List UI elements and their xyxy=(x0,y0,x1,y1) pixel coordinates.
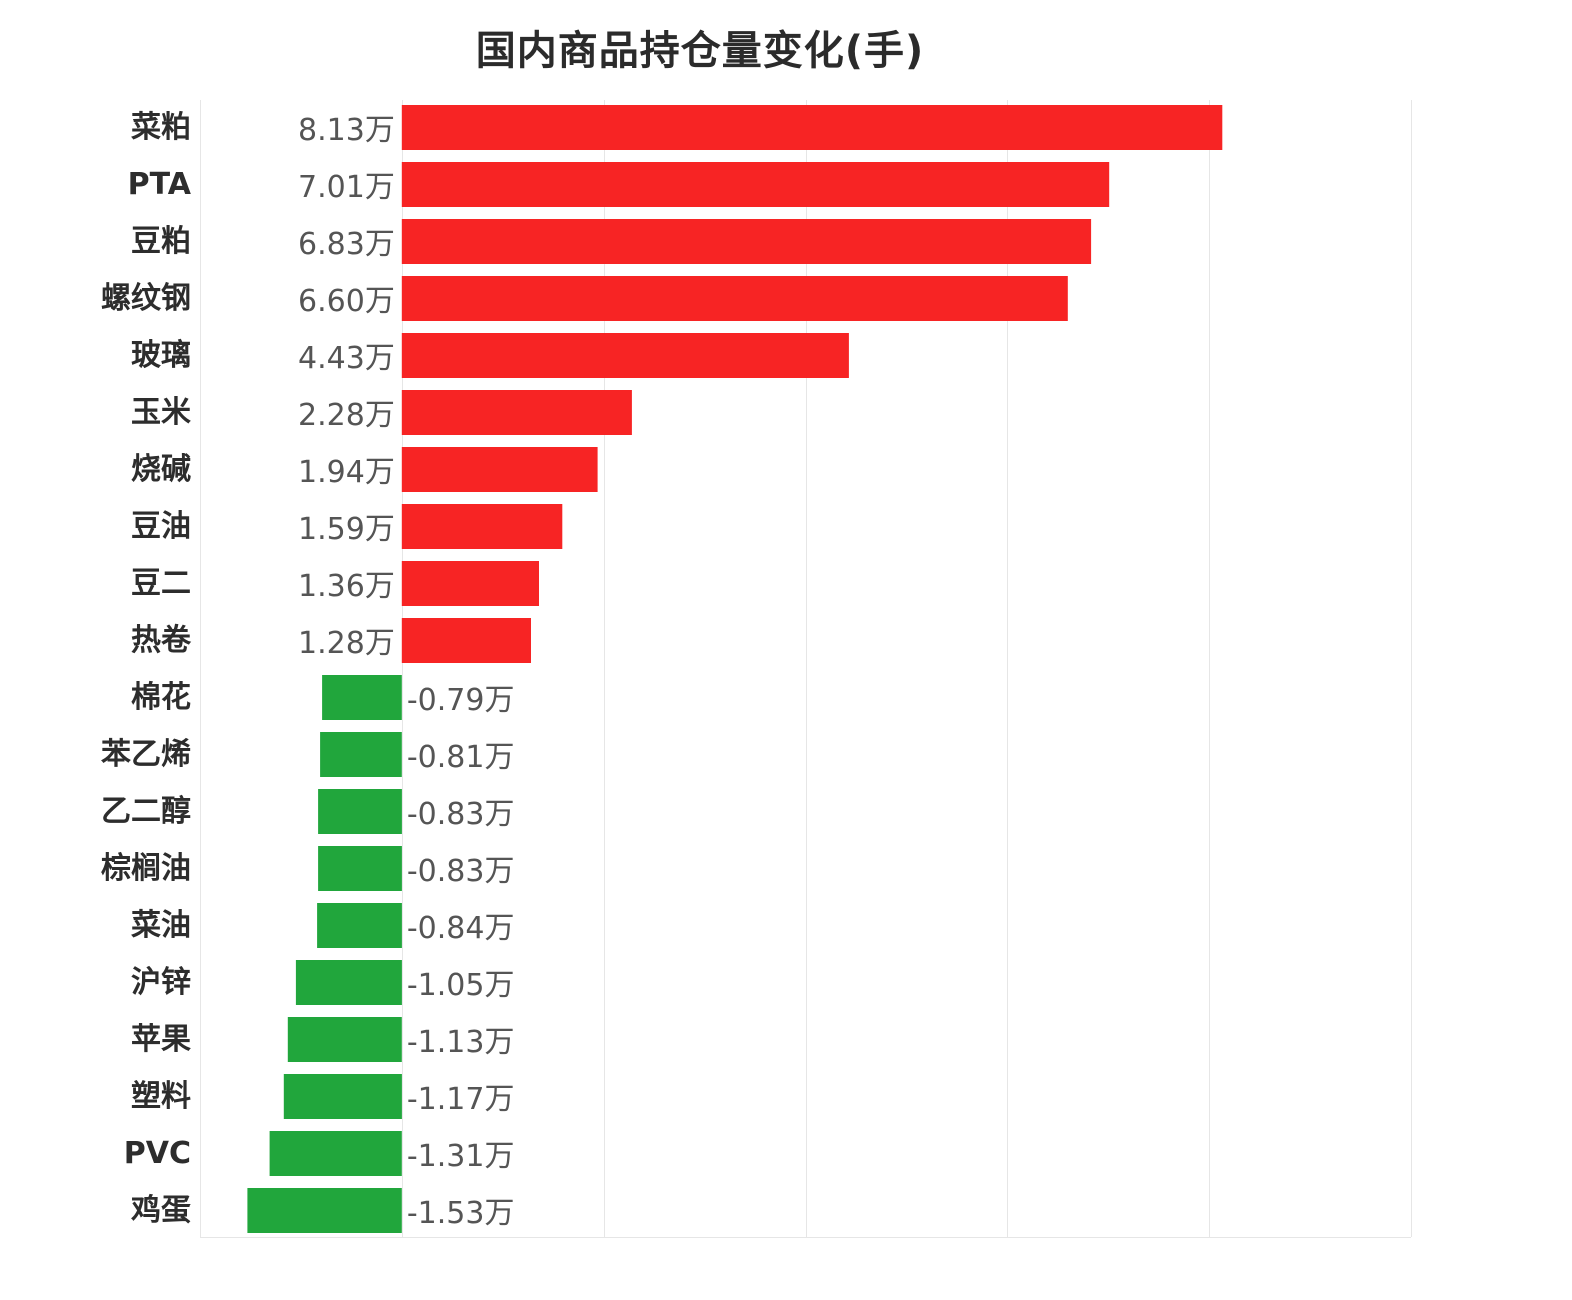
bar-positive xyxy=(401,447,598,492)
value-label: 6.60万 xyxy=(298,284,395,319)
category-label: 菜粕 xyxy=(131,110,191,145)
bar-negative xyxy=(295,960,402,1005)
bar-positive xyxy=(401,561,539,606)
category-label: 苹果 xyxy=(131,1022,191,1057)
value-label: -1.13万 xyxy=(407,1025,515,1060)
bar-negative xyxy=(247,1188,402,1233)
grid-layer xyxy=(200,100,1412,1238)
category-label: 棉花 xyxy=(131,680,191,715)
value-label: 8.13万 xyxy=(298,113,395,148)
value-label: -1.53万 xyxy=(407,1196,515,1231)
bar-positive xyxy=(401,105,1223,150)
category-label: 乙二醇 xyxy=(101,794,191,829)
bar-negative xyxy=(287,1017,402,1062)
value-label: -0.83万 xyxy=(407,854,515,889)
bar-negative xyxy=(318,789,402,834)
category-label: 豆粕 xyxy=(131,224,191,259)
bar-positive xyxy=(401,219,1092,264)
category-label: 菜油 xyxy=(131,908,191,943)
bar-layer xyxy=(247,105,1223,1233)
category-label: 烧碱 xyxy=(131,452,191,487)
bar-positive xyxy=(401,333,849,378)
category-label: PVC xyxy=(124,1136,191,1171)
value-label: -0.79万 xyxy=(407,683,515,718)
category-label: 棕榈油 xyxy=(101,851,191,886)
category-label: 豆二 xyxy=(131,566,191,601)
value-label: 4.43万 xyxy=(298,341,395,376)
bar-negative xyxy=(283,1074,402,1119)
bar-negative xyxy=(318,846,402,891)
category-label: 塑料 xyxy=(131,1079,191,1114)
bar-negative xyxy=(269,1131,402,1176)
bar-negative xyxy=(317,903,402,948)
category-label: 玉米 xyxy=(131,395,191,430)
value-label: 1.59万 xyxy=(298,512,395,547)
value-label: -1.31万 xyxy=(407,1139,515,1174)
value-label: 1.28万 xyxy=(298,626,395,661)
value-label: -0.83万 xyxy=(407,797,515,832)
value-label: 1.94万 xyxy=(298,455,395,490)
value-label: -1.17万 xyxy=(407,1082,515,1117)
value-label: 6.83万 xyxy=(298,227,395,262)
bar-positive xyxy=(401,504,563,549)
chart-title: 国内商品持仓量变化(手) xyxy=(475,28,925,74)
category-label: 苯乙烯 xyxy=(101,737,191,772)
value-label: -0.84万 xyxy=(407,911,515,946)
bar-positive xyxy=(401,162,1110,207)
category-label: 玻璃 xyxy=(131,338,191,373)
category-label: 豆油 xyxy=(131,509,191,544)
value-label: -1.05万 xyxy=(407,968,515,1003)
category-label: PTA xyxy=(128,167,192,202)
category-label: 沪锌 xyxy=(131,965,191,1000)
bar-negative xyxy=(322,675,402,720)
category-label: 螺纹钢 xyxy=(101,281,191,316)
value-label: 2.28万 xyxy=(298,398,395,433)
bar-positive xyxy=(401,276,1068,321)
category-label: 热卷 xyxy=(131,623,192,658)
category-label: 鸡蛋 xyxy=(131,1193,191,1228)
bar-negative xyxy=(320,732,402,777)
bar-positive xyxy=(401,390,632,435)
value-label: -0.81万 xyxy=(407,740,515,775)
value-label: 1.36万 xyxy=(298,569,395,604)
value-label: 7.01万 xyxy=(298,170,395,205)
bar-positive xyxy=(401,618,531,663)
